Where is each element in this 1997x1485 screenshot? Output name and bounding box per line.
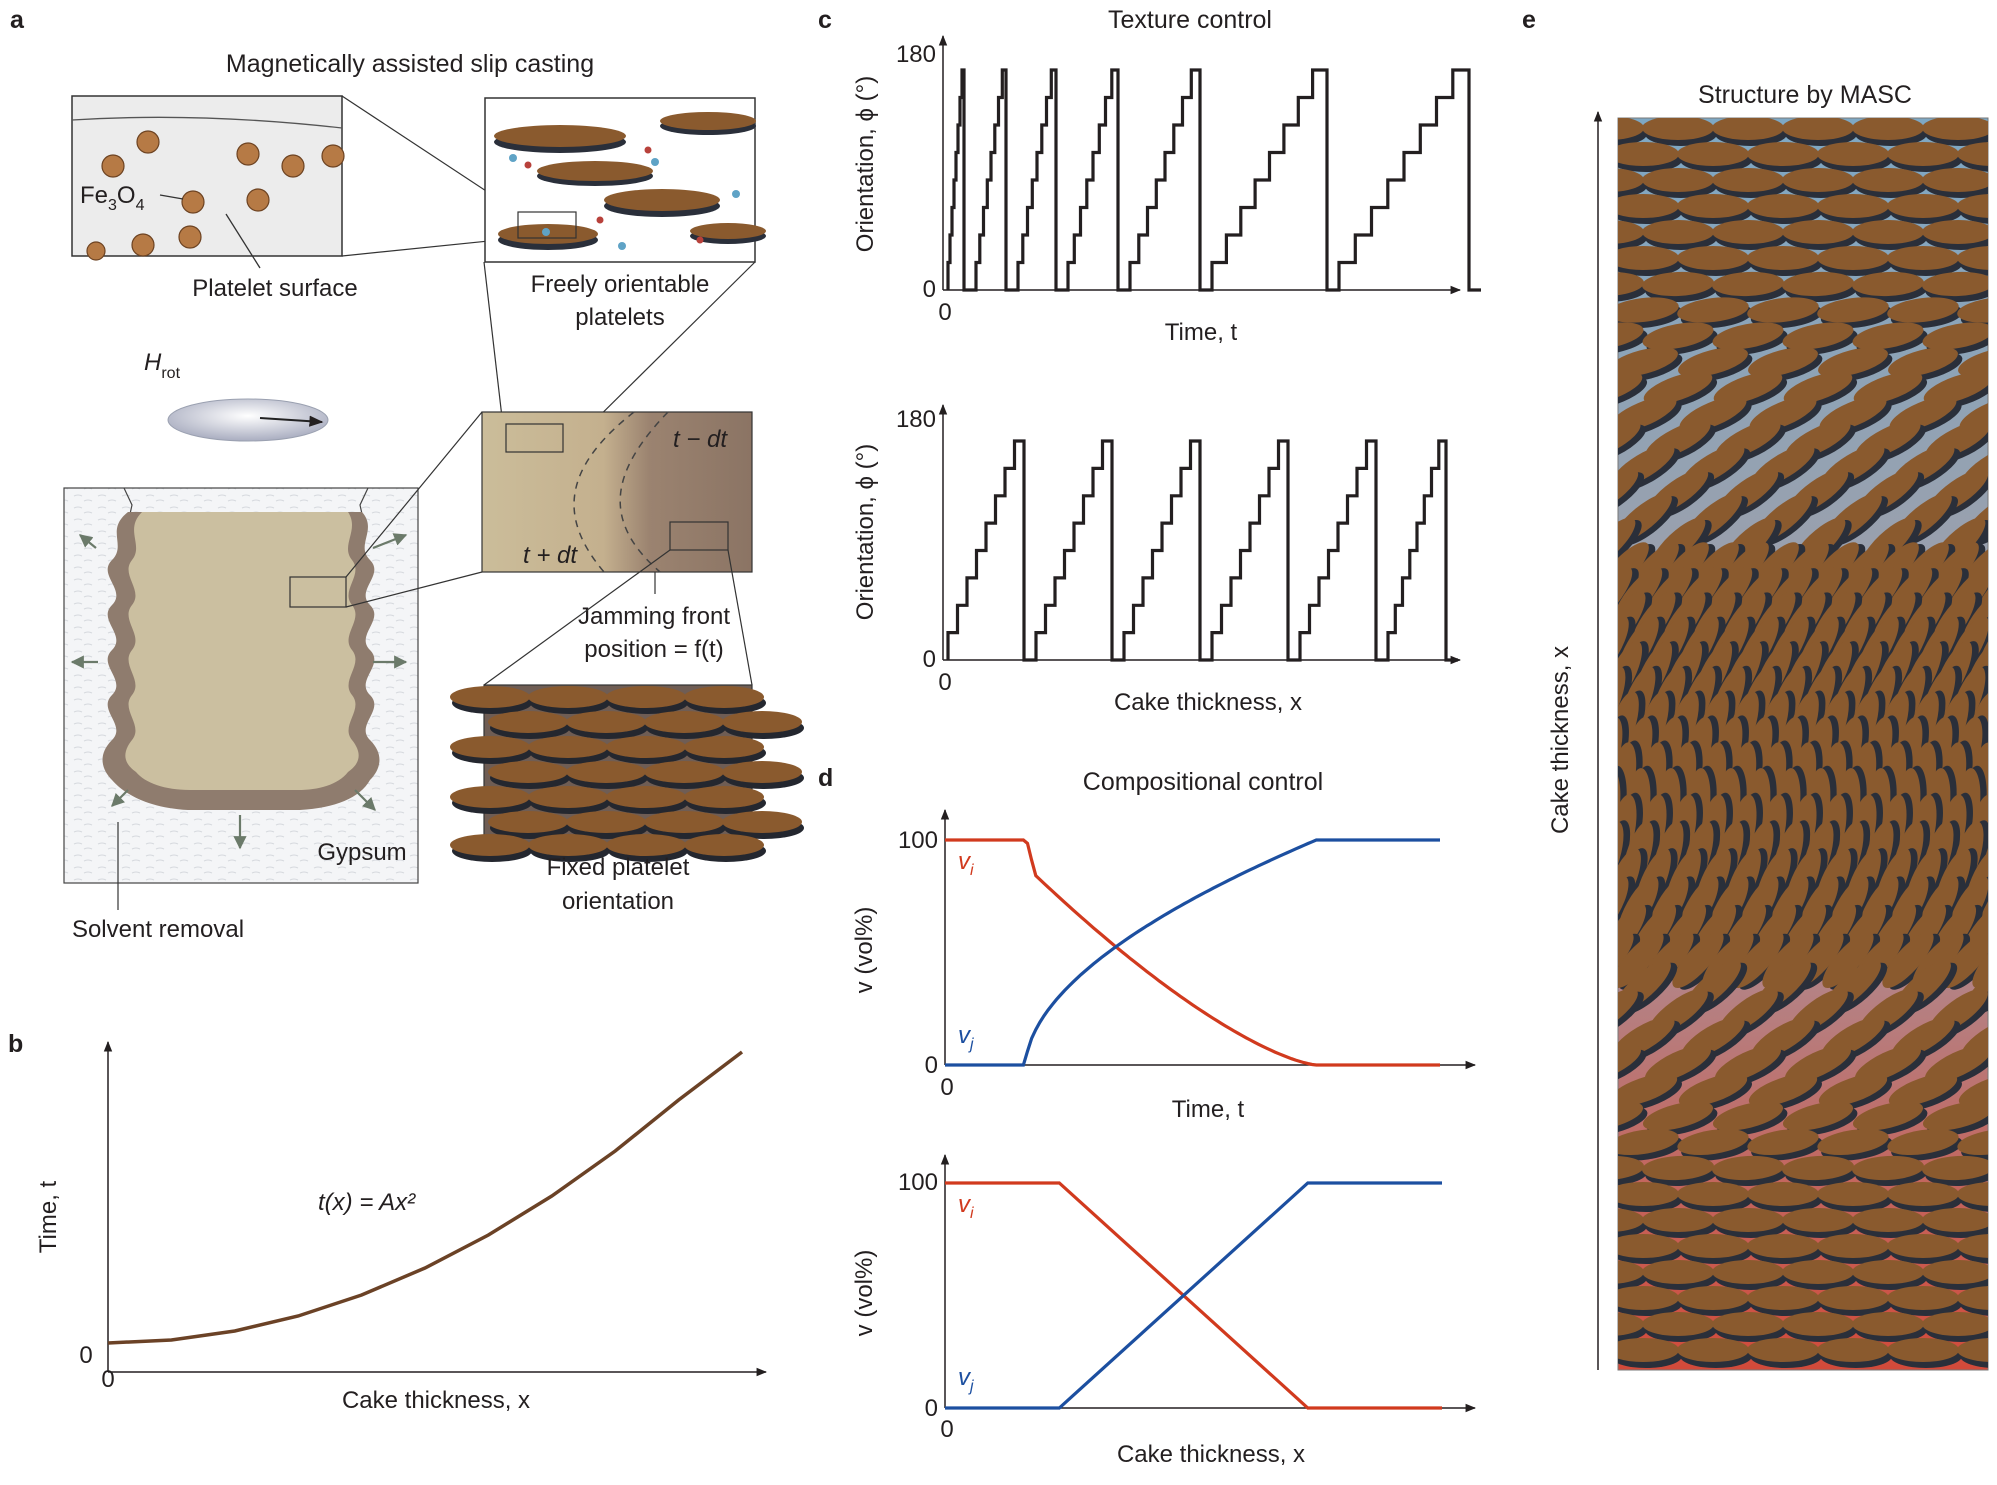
d-bottom-ylabel: v (vol%): [851, 1250, 878, 1337]
b-equation: t(x) = Ax²: [318, 1189, 416, 1216]
c-top-plot: 180 0 0 Orientation, ϕ (°) Time, t: [852, 34, 1481, 346]
c-bottom-plot: 180 0 0 Orientation, ϕ (°) Cake thicknes…: [852, 403, 1462, 716]
jamming-front-label-1: Jamming front: [578, 603, 730, 630]
d-top-x0: 0: [940, 1074, 953, 1101]
panel-e: e Structure by MASC Cake thickness, x: [1522, 6, 1989, 1371]
t-plus-dt-label: t + dt: [523, 542, 578, 569]
freely-orientable-inset: Freely orientable platelets: [484, 97, 766, 331]
panel-c: c Texture control 180 0 0 Orientation, ϕ…: [818, 6, 1481, 716]
d-top-tick-100: 100: [898, 827, 938, 854]
panel-a-letter: a: [10, 6, 25, 34]
fe3o4-label: Fe3O4: [80, 182, 145, 214]
fixed-platelet-label-2: orientation: [562, 888, 674, 915]
gypsum-mould: Gypsum Solvent removal: [63, 487, 419, 943]
panel-e-title: Structure by MASC: [1698, 81, 1912, 109]
hrot-label: Hrot: [144, 349, 181, 382]
panel-c-letter: c: [818, 6, 832, 34]
c-bottom-tick-180: 180: [896, 406, 936, 433]
c-top-line: [946, 68, 1481, 292]
b-y0-tick: 0: [79, 1342, 92, 1369]
panel-a: a Magnetically assisted slip casting Fe3…: [10, 6, 804, 943]
d-bottom-vj-label: vj: [958, 1364, 974, 1395]
d-top-tick-0: 0: [925, 1052, 938, 1079]
d-bottom-tick-100: 100: [898, 1169, 938, 1196]
t-minus-dt-label: t − dt: [673, 426, 728, 453]
c-bottom-ylabel: Orientation, ϕ (°): [852, 444, 879, 620]
d-bottom-vj-line: [945, 1181, 1442, 1410]
d-top-vj-label: vj: [958, 1022, 974, 1053]
d-bottom-vi-line: [945, 1181, 1442, 1410]
panel-a-title: Magnetically assisted slip casting: [226, 50, 594, 78]
panel-e-letter: e: [1522, 6, 1536, 34]
c-bottom-tick-0: 0: [923, 646, 936, 673]
d-top-vj-line: [945, 838, 1440, 1067]
fixed-platelet-inset: Fixed platelet orientation: [450, 684, 804, 915]
c-bottom-line: [946, 439, 1458, 662]
panel-c-title: Texture control: [1108, 6, 1272, 34]
b-curve: [107, 1050, 744, 1345]
c-top-tick-0: 0: [923, 276, 936, 303]
jamming-front-label-2: position = f(t): [584, 636, 723, 663]
c-top-xlabel: Time, t: [1165, 319, 1238, 346]
c-bottom-xlabel: Cake thickness, x: [1114, 689, 1302, 716]
solvent-removal-label: Solvent removal: [72, 916, 244, 943]
freely-orientable-label-2: platelets: [575, 304, 664, 331]
d-bottom-plot: 100 0 0 v (vol%) Cake thickness, x vi vj: [851, 1153, 1477, 1468]
d-top-vi-label: vi: [958, 848, 974, 879]
b-ylabel: Time, t: [35, 1180, 62, 1253]
b-xlabel: Cake thickness, x: [342, 1387, 530, 1414]
e-ylabel: Cake thickness, x: [1547, 646, 1574, 834]
d-top-xlabel: Time, t: [1172, 1096, 1245, 1123]
panel-b-letter: b: [8, 1030, 23, 1058]
structure-platelets: [1618, 118, 1988, 1368]
d-top-ylabel: v (vol%): [851, 907, 878, 994]
panel-d-letter: d: [818, 764, 833, 792]
jamming-front-inset: t − dt t + dt Jamming front position = f…: [481, 411, 753, 663]
fe3o4-particles: [86, 130, 345, 261]
gypsum-label: Gypsum: [317, 839, 406, 866]
fixed-platelet-label-1: Fixed platelet: [547, 854, 690, 881]
d-bottom-tick-0: 0: [925, 1395, 938, 1422]
b-x0-tick: 0: [101, 1366, 114, 1393]
d-top-vi-line: [945, 838, 1440, 1067]
platelet-surface-inset: Fe3O4 Platelet surface: [71, 95, 358, 302]
c-top-ylabel: Orientation, ϕ (°): [852, 76, 879, 252]
d-bottom-x0: 0: [940, 1416, 953, 1443]
d-bottom-vi-label: vi: [958, 1191, 974, 1222]
c-bottom-x0: 0: [938, 669, 951, 696]
c-top-tick-180: 180: [896, 41, 936, 68]
rotating-field-icon: Hrot: [144, 349, 329, 442]
panel-d: d Compositional control 100 0 0 v (vol%)…: [818, 764, 1477, 1468]
c-top-x0: 0: [938, 299, 951, 326]
d-top-plot: 100 0 0 v (vol%) Time, t vi vj: [851, 808, 1477, 1123]
platelet-surface-label: Platelet surface: [192, 275, 357, 302]
panel-d-title: Compositional control: [1083, 768, 1323, 796]
panel-b: b Time, t Cake thickness, x t(x) = Ax² 0…: [8, 1030, 768, 1414]
d-bottom-xlabel: Cake thickness, x: [1117, 1441, 1305, 1468]
freely-orientable-label-1: Freely orientable: [531, 271, 710, 298]
